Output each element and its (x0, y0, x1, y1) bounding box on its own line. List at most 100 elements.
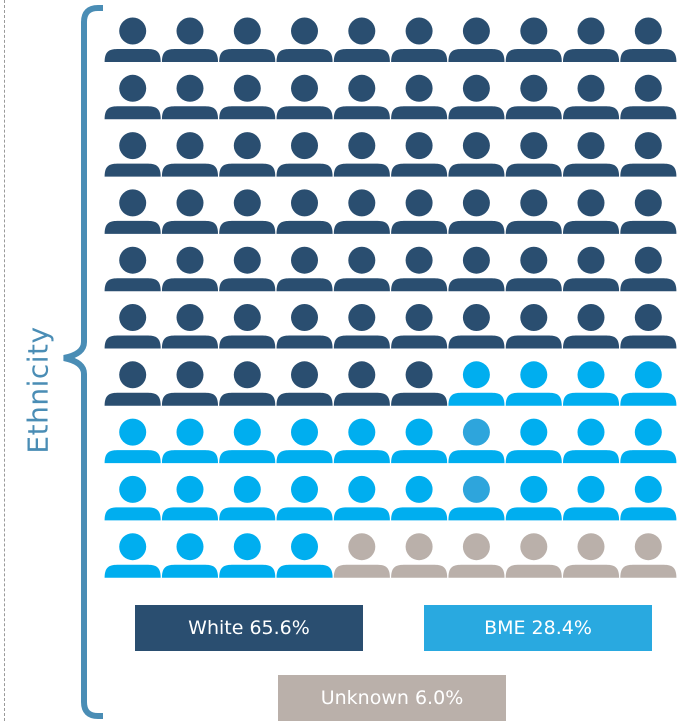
person-icon-white (391, 189, 448, 234)
person-icon-white (505, 189, 562, 234)
person-icon-white (161, 74, 218, 120)
person-icon-white (448, 246, 505, 292)
person-icon-white (505, 17, 562, 62)
person-icon-bme (563, 418, 620, 464)
person-icon-white (391, 17, 448, 62)
waffle-grid (104, 17, 677, 578)
person-icon-white (448, 189, 505, 234)
person-icon-white (276, 132, 333, 177)
person-icon-white (333, 132, 390, 177)
person-icon-white (391, 304, 448, 349)
legend-white: White 65.6% (135, 605, 363, 651)
person-icon-unknown (391, 533, 448, 578)
person-icon-white (276, 361, 333, 406)
person-icon-white (161, 246, 218, 292)
person-icon-white (161, 132, 218, 177)
person-icon-bme (448, 361, 505, 406)
person-icon-unknown (563, 533, 620, 578)
person-icon-white (219, 361, 276, 406)
person-icon-white (505, 246, 562, 292)
person-icon-white (620, 304, 677, 349)
person-icon-white (161, 189, 218, 234)
person-icon-white (104, 246, 161, 292)
person-icon-white (219, 304, 276, 349)
frame-edge (4, 0, 5, 721)
person-icon-bme (219, 418, 276, 464)
person-icon-white (505, 304, 562, 349)
person-icon-white (563, 17, 620, 62)
person-icon-bme (505, 475, 562, 521)
person-icon-white (219, 132, 276, 177)
person-icon-white (391, 246, 448, 292)
person-icon-white (563, 74, 620, 120)
person-icon-bme (620, 361, 677, 406)
person-icon-white (276, 189, 333, 234)
person-icon-bme (161, 533, 218, 578)
person-icon-bme (219, 533, 276, 578)
person-icon-bme (161, 418, 218, 464)
person-icon-white (333, 189, 390, 234)
curly-bracket (63, 5, 103, 719)
person-icon-white (563, 189, 620, 234)
person-icon-white (333, 304, 390, 349)
person-icon-bme (563, 475, 620, 521)
person-icon-bme (448, 418, 505, 464)
person-icon-white (563, 132, 620, 177)
legend-bme: BME 28.4% (424, 605, 652, 651)
person-icon-bme (333, 475, 390, 521)
person-icon-unknown (333, 533, 390, 578)
person-icon-white (104, 361, 161, 406)
person-icon-unknown (620, 533, 677, 578)
person-icon-white (161, 361, 218, 406)
person-icon-unknown (448, 533, 505, 578)
person-icon-white (276, 74, 333, 120)
person-icon-bme (333, 418, 390, 464)
person-icon-white (104, 17, 161, 62)
person-icon-bme (161, 475, 218, 521)
person-icon-white (620, 132, 677, 177)
person-icon-white (219, 74, 276, 120)
person-icon-white (276, 17, 333, 62)
person-icon-white (219, 17, 276, 62)
person-icon-white (161, 304, 218, 349)
person-icon-white (219, 189, 276, 234)
person-icon-white (620, 74, 677, 120)
person-icon-white (276, 246, 333, 292)
person-icon-unknown (505, 533, 562, 578)
person-icon-white (276, 304, 333, 349)
person-icon-white (104, 304, 161, 349)
person-icon-white (333, 17, 390, 62)
person-icon-white (219, 246, 276, 292)
person-icon-bme (505, 418, 562, 464)
person-icon-white (333, 246, 390, 292)
person-icon-bme (448, 475, 505, 521)
person-icon-bme (391, 418, 448, 464)
person-icon-white (448, 132, 505, 177)
person-icon-white (448, 304, 505, 349)
person-icon-white (620, 189, 677, 234)
person-icon-white (620, 246, 677, 292)
person-icon-bme (276, 475, 333, 521)
legend-unknown: Unknown 6.0% (278, 675, 506, 721)
person-icon-white (104, 132, 161, 177)
person-icon-bme (563, 361, 620, 406)
person-icon-bme (620, 475, 677, 521)
person-icon-bme (104, 475, 161, 521)
person-icon-white (333, 361, 390, 406)
person-icon-bme (104, 533, 161, 578)
person-icon-white (620, 17, 677, 62)
person-icon-white (161, 17, 218, 62)
person-icon-bme (276, 533, 333, 578)
person-icon-bme (219, 475, 276, 521)
person-icon-white (391, 132, 448, 177)
person-icon-bme (104, 418, 161, 464)
person-icon-bme (505, 361, 562, 406)
person-icon-white (391, 74, 448, 120)
person-icon-white (333, 74, 390, 120)
person-icon-white (563, 246, 620, 292)
person-icon-white (448, 74, 505, 120)
person-icon-white (104, 74, 161, 120)
person-icon-white (505, 74, 562, 120)
person-icon-bme (276, 418, 333, 464)
person-icon-white (448, 17, 505, 62)
